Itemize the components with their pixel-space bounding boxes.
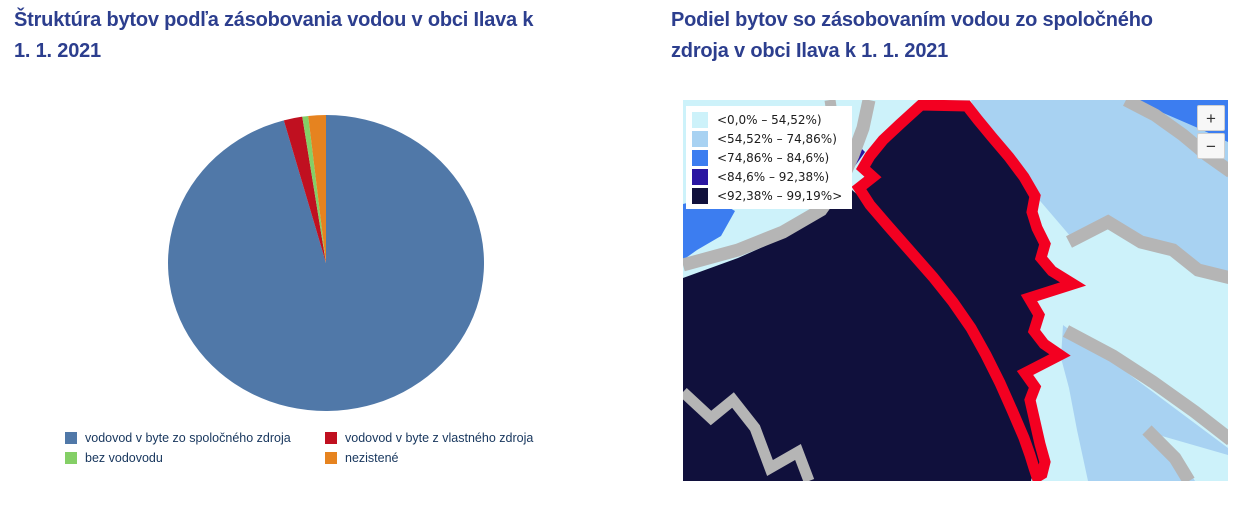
road-southwest <box>683 387 815 481</box>
legend-color-swatch <box>692 150 708 166</box>
map-legend-label: <74,86% – 84,6%) <box>717 151 830 165</box>
map-legend-label: <84,6% – 92,38%) <box>717 170 830 184</box>
map-legend-item-4: <84,6% – 92,38%) <box>692 169 842 185</box>
choropleth-map[interactable]: <0,0% – 54,52%) <54,52% – 74,86%) <74,86… <box>683 100 1228 481</box>
legend-color-swatch <box>325 432 337 444</box>
map-legend-item-5: <92,38% – 99,19%> <box>692 188 842 204</box>
pie-slice-3 <box>302 115 326 263</box>
legend-color-swatch <box>692 188 708 204</box>
road-southeast-lower <box>1142 425 1195 481</box>
map-legend-label: <92,38% – 99,19%> <box>717 189 843 203</box>
pie-legend: vodovod v byte zo spoločného zdroja vodo… <box>65 431 625 465</box>
pie-chart-title: Štruktúra bytov podľa zásobovania vodou … <box>14 9 534 62</box>
pie-legend-label: vodovod v byte z vlastného zdroja <box>345 431 534 445</box>
pie-slice-1 <box>168 115 484 411</box>
pie-legend-item-nezistene: nezistené <box>325 451 625 465</box>
pie-slice-4 <box>308 115 326 263</box>
legend-color-swatch <box>325 452 337 464</box>
road-northeast <box>1123 100 1228 178</box>
legend-color-swatch <box>692 131 708 147</box>
pie-legend-label: vodovod v byte zo spoločného zdroja <box>85 431 291 445</box>
map-legend: <0,0% – 54,52%) <54,52% – 74,86%) <74,86… <box>686 106 853 209</box>
legend-color-swatch <box>692 112 708 128</box>
pie-legend-item-spolocny-zdroj: vodovod v byte zo spoločného zdroja <box>65 431 325 445</box>
map-legend-label: <54,52% – 74,86%) <box>717 132 837 146</box>
pie-legend-label: nezistené <box>345 451 399 465</box>
pie-legend-label: bez vodovodu <box>85 451 163 465</box>
legend-color-swatch <box>692 169 708 185</box>
pie-legend-item-bez-vodovodu: bez vodovodu <box>65 451 325 465</box>
road-east <box>1066 214 1228 284</box>
legend-color-swatch <box>65 432 77 444</box>
map-region-corner-southeast-class1[interactable] <box>1155 434 1228 481</box>
map-region-neighbor-west-class3[interactable] <box>683 197 735 260</box>
map-zoom-controls: + − <box>1197 105 1225 161</box>
map-title: Podiel bytov so zásobovaním vodou zo spo… <box>671 9 1153 62</box>
map-legend-item-2: <54,52% – 74,86%) <box>692 131 842 147</box>
zoom-out-button[interactable]: − <box>1197 133 1225 159</box>
road-southeast-upper <box>1062 325 1228 446</box>
map-region-neighbor-north-class2[interactable] <box>971 100 1228 272</box>
map-legend-item-1: <0,0% – 54,52%) <box>692 112 842 128</box>
pie-chart <box>168 115 484 411</box>
legend-color-swatch <box>65 452 77 464</box>
map-region-neighbor-southeast-class2[interactable] <box>1061 325 1228 481</box>
map-canvas[interactable] <box>683 100 1228 481</box>
map-legend-item-3: <74,86% – 84,6%) <box>692 150 842 166</box>
map-region-ilava[interactable] <box>851 100 1087 481</box>
map-legend-label: <0,0% – 54,52%) <box>717 113 822 127</box>
pie-legend-item-vlastny-zdroj: vodovod v byte z vlastného zdroja <box>325 431 625 445</box>
map-region-neighbor-southwest-class5[interactable] <box>683 185 1034 481</box>
zoom-in-button[interactable]: + <box>1197 105 1225 131</box>
pie-slice-2 <box>283 116 326 264</box>
